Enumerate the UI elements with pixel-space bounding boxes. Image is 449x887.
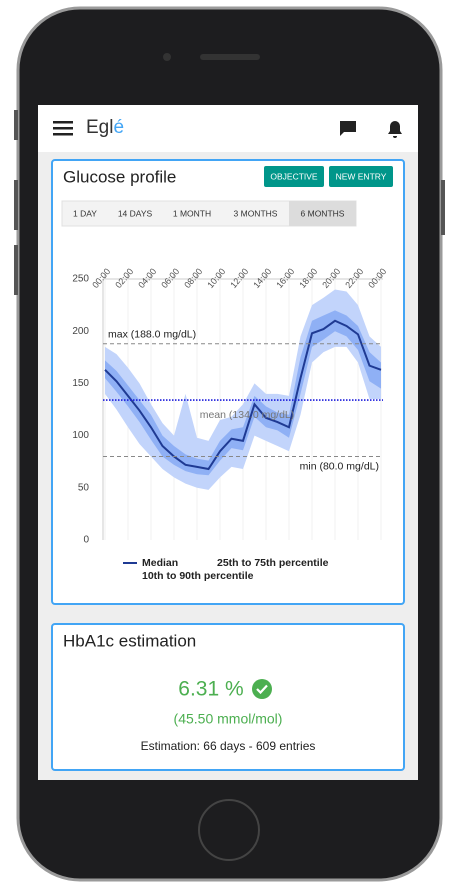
legend-label: 25th to 75th percentile <box>217 557 329 569</box>
hba1c-detail: Estimation: 66 days - 609 entries <box>141 739 316 753</box>
y-tick-label: 0 <box>83 535 89 546</box>
y-tick-label: 200 <box>72 326 89 337</box>
phone: Eglé Glucose profile OBJECTIVE NEW ENTRY… <box>0 0 449 887</box>
brand-accent: é <box>113 117 124 138</box>
button-label: OBJECTIVE <box>270 171 318 181</box>
legend-label: Median <box>142 557 178 569</box>
side-button <box>14 110 18 140</box>
page: {"app_bar": {"brand_prefix": "Egl", "bra… <box>0 0 449 887</box>
tab-label: 6 MONTHS <box>301 208 345 218</box>
card-title: HbA1c estimation <box>63 631 196 650</box>
y-tick-label: 250 <box>72 274 89 285</box>
brand-prefix: Egl <box>86 117 113 138</box>
button-label: NEW ENTRY <box>336 171 387 181</box>
tab-label: 1 DAY <box>73 208 97 218</box>
check-icon <box>252 679 272 699</box>
menu-icon[interactable] <box>53 121 73 136</box>
y-tick-label: 100 <box>72 430 89 441</box>
hba1c-value: 6.31 % <box>178 678 243 701</box>
reference-label: min (80.0 mg/dL) <box>300 460 379 472</box>
y-tick-label: 50 <box>78 482 90 493</box>
legend-label: 10th to 90th percentile <box>142 570 254 582</box>
brand: Eglé <box>86 117 124 138</box>
tab-label: 14 DAYS <box>118 208 153 218</box>
reference-label: mean (134.0 mg/dL) <box>200 409 295 421</box>
card-title: Glucose profile <box>63 167 176 186</box>
tab-label: 3 MONTHS <box>234 208 278 218</box>
side-button <box>14 180 18 230</box>
reference-label: max (188.0 mg/dL) <box>108 329 196 341</box>
side-button <box>14 245 18 295</box>
camera <box>163 53 171 61</box>
hba1c-mmol: (45.50 mmol/mol) <box>174 711 283 727</box>
side-button <box>441 180 445 235</box>
speaker <box>200 54 260 60</box>
tab-label: 1 MONTH <box>173 208 211 218</box>
y-tick-label: 150 <box>72 378 89 389</box>
